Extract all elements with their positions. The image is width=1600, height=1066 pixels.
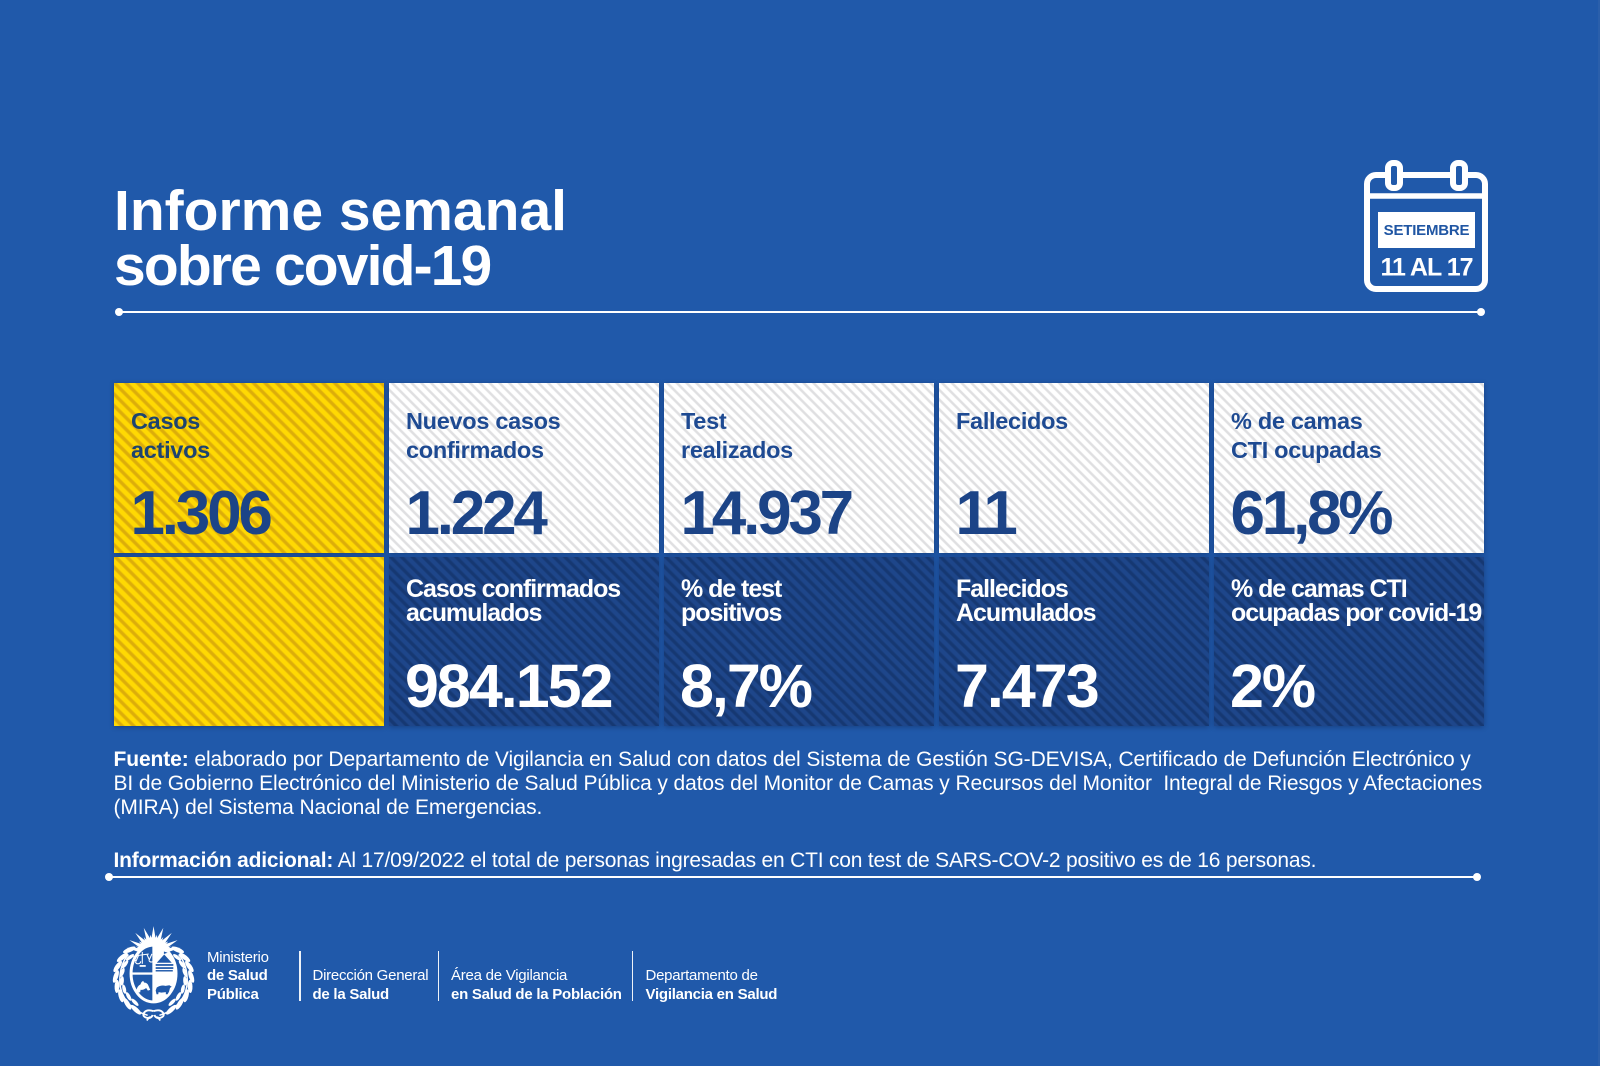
svg-text:SETIEMBRE: SETIEMBRE — [1384, 222, 1470, 239]
svg-text:11 AL 17: 11 AL 17 — [1380, 253, 1472, 281]
